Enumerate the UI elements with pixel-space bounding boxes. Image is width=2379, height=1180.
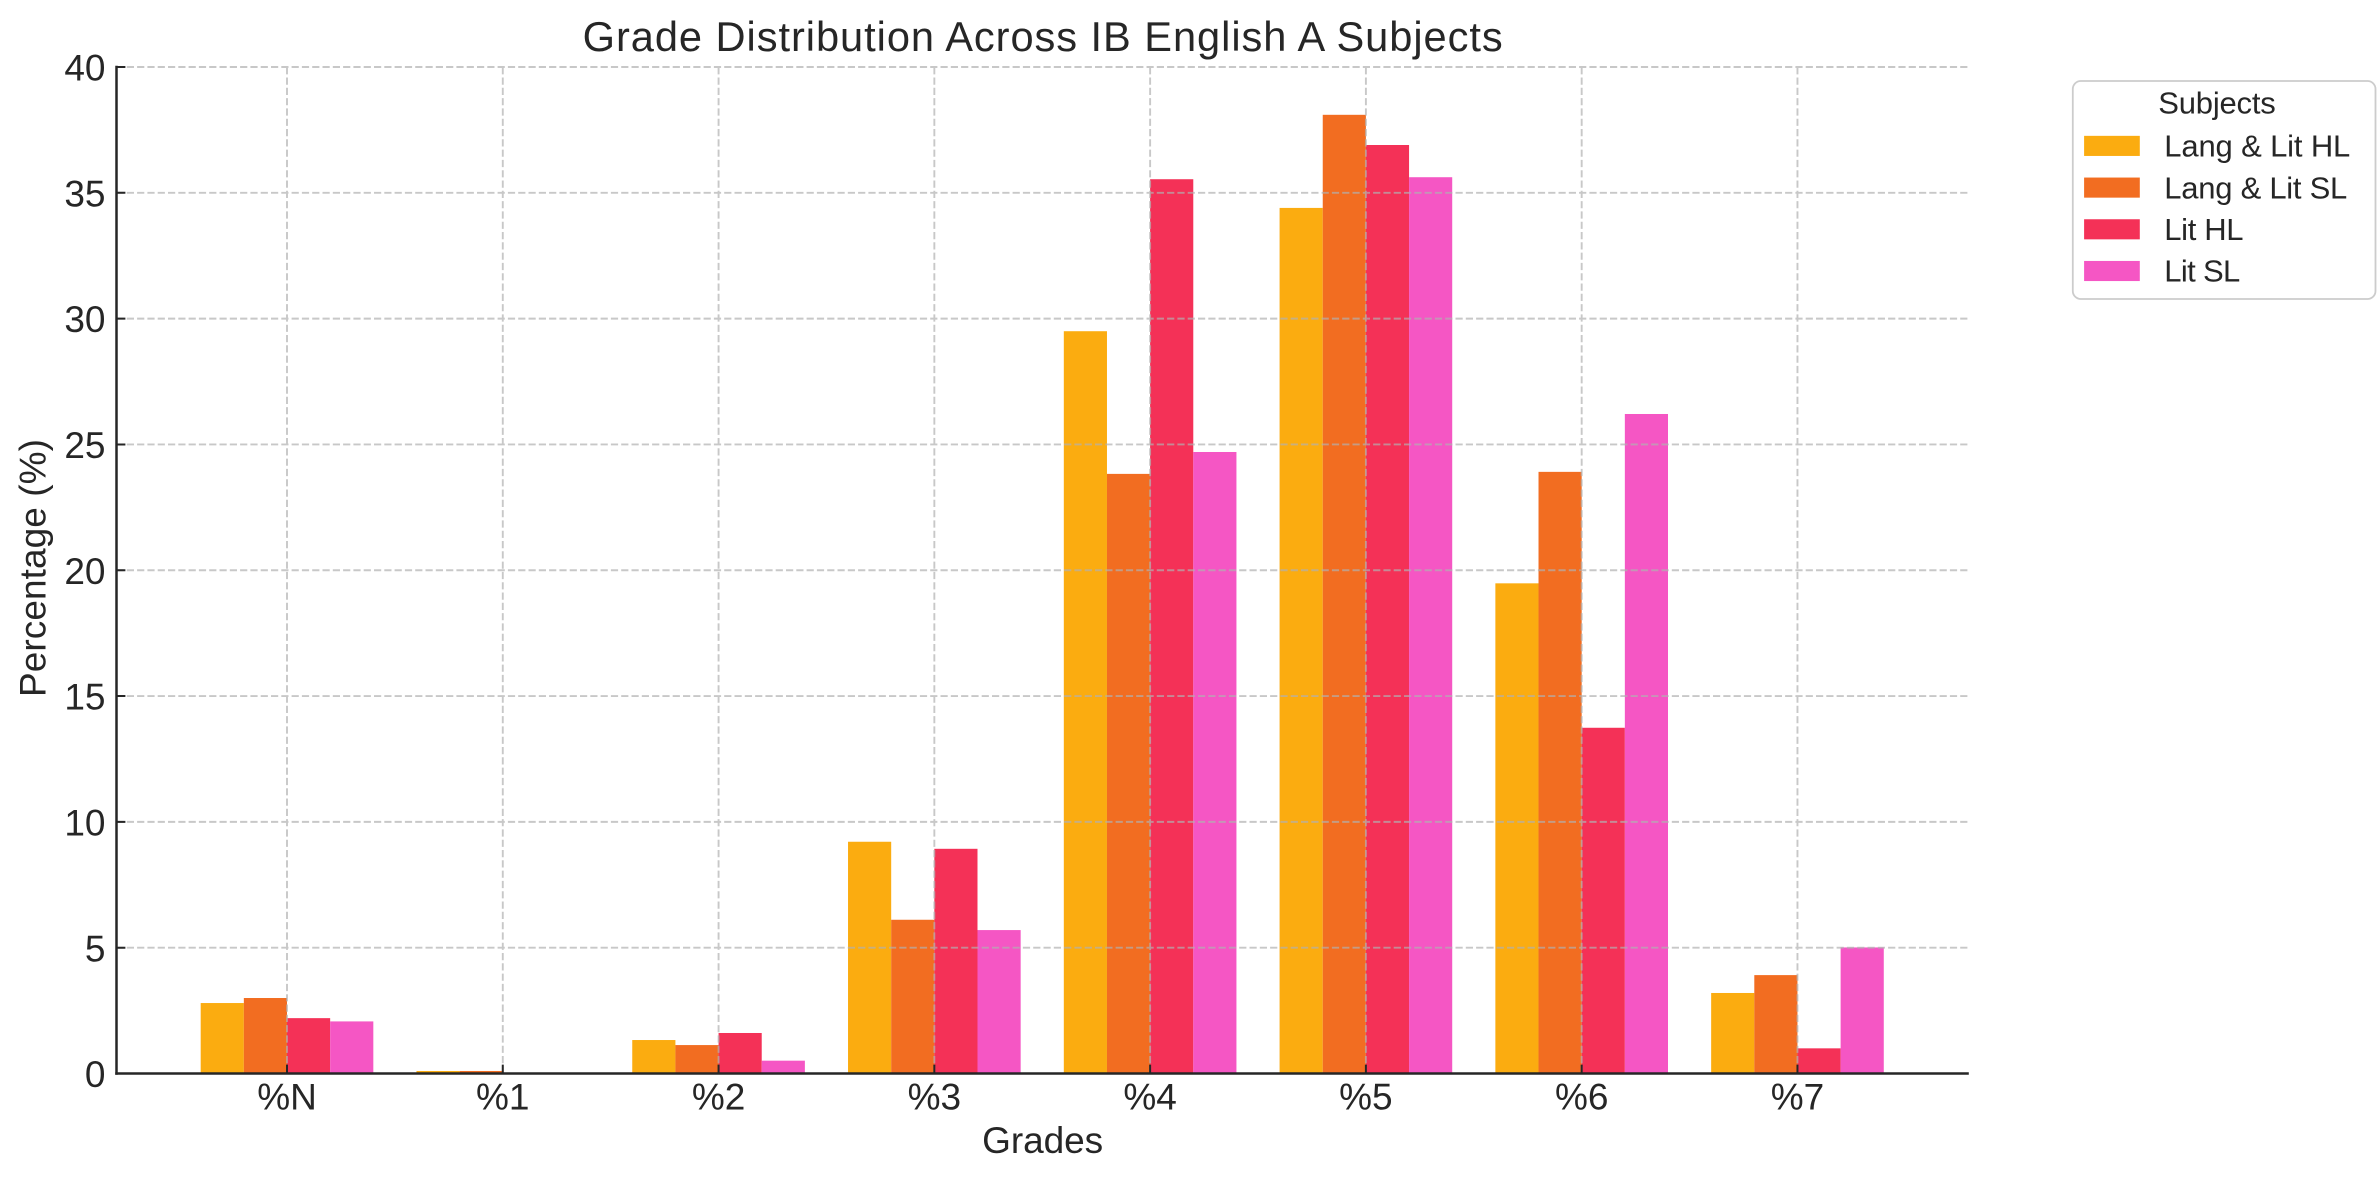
svg-text:Percentage (%): Percentage (%) (12, 439, 53, 697)
svg-text:15: 15 (64, 677, 105, 718)
svg-text:0: 0 (85, 1054, 106, 1095)
svg-text:Subjects: Subjects (2158, 85, 2276, 120)
svg-text:%5: %5 (1339, 1076, 1392, 1117)
svg-text:%6: %6 (1555, 1076, 1608, 1117)
svg-text:40: 40 (64, 48, 105, 89)
svg-text:%3: %3 (908, 1076, 961, 1117)
svg-text:10: 10 (64, 802, 105, 843)
svg-text:%4: %4 (1123, 1076, 1176, 1117)
svg-text:Lang & Lit SL: Lang & Lit SL (2164, 170, 2347, 205)
svg-text:20: 20 (64, 551, 105, 592)
svg-text:35: 35 (64, 173, 105, 214)
svg-text:%2: %2 (692, 1076, 745, 1117)
svg-text:Grades: Grades (982, 1120, 1103, 1161)
svg-text:Lit SL: Lit SL (2164, 254, 2240, 289)
svg-text:30: 30 (64, 299, 105, 340)
svg-text:25: 25 (64, 425, 105, 466)
svg-text:%1: %1 (476, 1076, 529, 1117)
svg-text:5: 5 (85, 928, 106, 969)
svg-text:Grade Distribution Across IB E: Grade Distribution Across IB English A S… (583, 13, 1503, 60)
svg-text:Lang & Lit HL: Lang & Lit HL (2164, 129, 2350, 164)
svg-text:Lit HL: Lit HL (2164, 212, 2243, 247)
svg-text:%N: %N (257, 1076, 317, 1117)
svg-text:%7: %7 (1771, 1076, 1824, 1117)
